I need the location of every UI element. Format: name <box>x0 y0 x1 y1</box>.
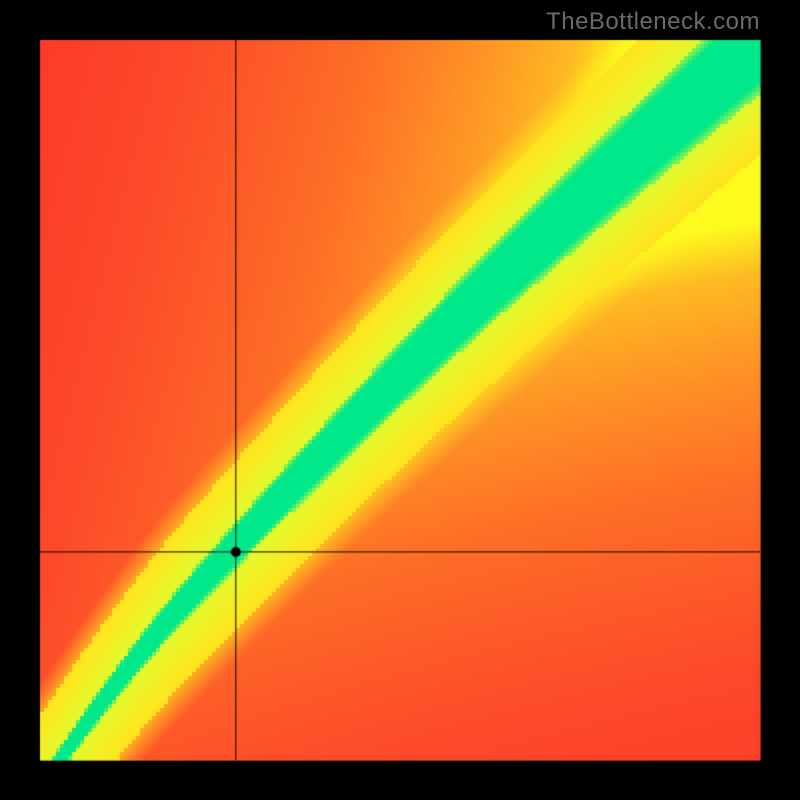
watermark-text: TheBottleneck.com <box>546 8 760 36</box>
heatmap-canvas <box>0 0 800 800</box>
